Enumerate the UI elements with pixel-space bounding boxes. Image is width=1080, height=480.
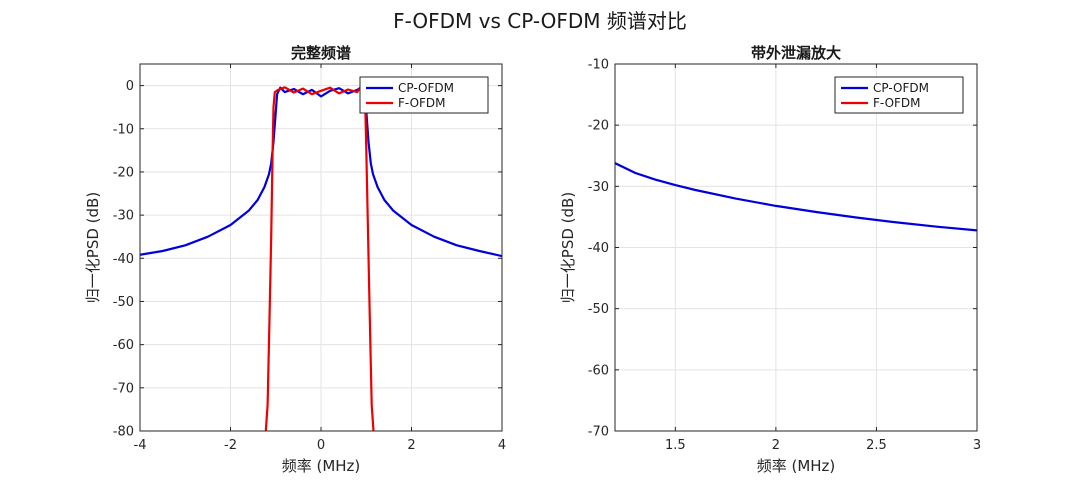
y-tick-label: -10: [588, 58, 609, 73]
legend-label: F-OFDM: [398, 96, 446, 110]
y-tick-label: -20: [113, 165, 134, 180]
series-line-cp-ofdm: [140, 85, 502, 258]
y-tick-label: -70: [588, 425, 609, 440]
x-tick-label: 0: [317, 438, 325, 453]
y-tick-label: -80: [113, 425, 134, 440]
series-line-cp-ofdm: [615, 162, 977, 232]
legend-label: F-OFDM: [873, 96, 921, 110]
y-tick-label: -60: [113, 338, 134, 353]
legend-label: CP-OFDM: [873, 81, 929, 95]
y-tick-label: 0: [126, 79, 134, 94]
legend-box: [834, 76, 964, 114]
y-tick-label: -30: [113, 209, 134, 224]
y-tick-label: -50: [113, 295, 134, 310]
x-axis-label: 频率 (MHz): [282, 457, 361, 475]
y-tick-label: -40: [113, 252, 134, 267]
panel-title: 完整频谱: [291, 44, 351, 62]
y-axis-label: 归一化PSD (dB): [84, 192, 102, 303]
legend-label: CP-OFDM: [398, 81, 454, 95]
y-tick-label: -10: [113, 122, 134, 137]
x-tick-label: -2: [224, 438, 237, 453]
x-tick-label: 4: [498, 438, 506, 453]
series-group: [615, 162, 977, 232]
figure-title: F-OFDM vs CP-OFDM 频谱对比: [393, 9, 687, 33]
y-tick-label: -20: [588, 119, 609, 134]
y-tick-label: -30: [588, 180, 609, 195]
x-axis-label: 频率 (MHz): [757, 457, 836, 475]
y-axis-label: 归一化PSD (dB): [559, 192, 577, 303]
y-tick-label: -70: [113, 381, 134, 396]
x-tick-label: -4: [134, 438, 147, 453]
x-tick-label: 2.5: [866, 438, 887, 453]
x-tick-label: 2: [772, 438, 780, 453]
y-tick-label: -50: [588, 302, 609, 317]
y-tick-label: -40: [588, 241, 609, 256]
y-tick-label: -60: [588, 363, 609, 378]
panel-title: 带外泄漏放大: [751, 44, 841, 62]
x-tick-label: 2: [407, 438, 415, 453]
x-tick-label: 1.5: [665, 438, 686, 453]
legend-box: [359, 76, 489, 114]
series-line-f-ofdm: [264, 83, 375, 431]
x-tick-label: 3: [973, 438, 981, 453]
series-group: [140, 83, 502, 431]
